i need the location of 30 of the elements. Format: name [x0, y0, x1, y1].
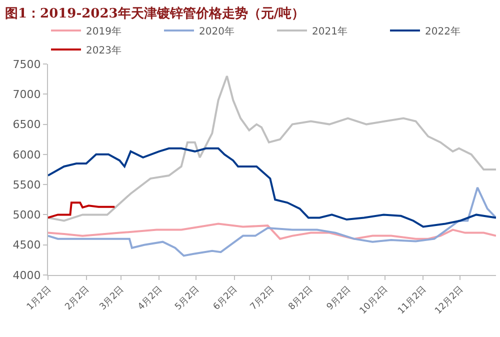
y-tick-label: 5500 — [12, 178, 41, 192]
x-tick-label: 10月2日 — [358, 284, 390, 316]
x-tick-label: 3月2日 — [98, 284, 126, 312]
legend-label: 2021年 — [312, 25, 348, 38]
y-tick-label: 7500 — [12, 58, 41, 71]
legend-label: 2020年 — [199, 25, 234, 38]
legend-label: 2022年 — [425, 25, 460, 38]
x-tick-label: 8月2日 — [287, 284, 315, 312]
x-tick-label: 7月2日 — [248, 284, 277, 312]
x-tick-label: 4月2日 — [136, 284, 164, 312]
x-tick-label: 11月2日 — [396, 284, 428, 316]
x-tick-label: 9月2日 — [325, 284, 354, 312]
legend-label: 2023年 — [86, 44, 122, 56]
x-tick-label: 2月2日 — [64, 284, 92, 312]
line-series — [48, 186, 496, 257]
line-series — [48, 147, 496, 228]
y-tick-label: 5000 — [12, 208, 41, 222]
chart-title: 图1：2019-2023年天津镀锌管价格走势（元/吨） — [5, 6, 305, 22]
x-tick-label: 12月2日 — [434, 284, 466, 316]
y-tick-label: 7000 — [12, 88, 41, 101]
line-series — [48, 202, 116, 219]
y-tick-label: 6500 — [12, 118, 41, 132]
x-tick-label: 6月2日 — [212, 284, 240, 312]
y-tick-label: 6000 — [12, 148, 41, 162]
y-tick-label: 4500 — [12, 238, 41, 252]
y-tick-label: 4000 — [12, 268, 41, 282]
line-series — [48, 222, 496, 240]
x-tick-label: 5月2日 — [174, 284, 202, 312]
legend-label: 2019年 — [86, 25, 122, 38]
x-tick-label: 1月2日 — [25, 284, 54, 312]
